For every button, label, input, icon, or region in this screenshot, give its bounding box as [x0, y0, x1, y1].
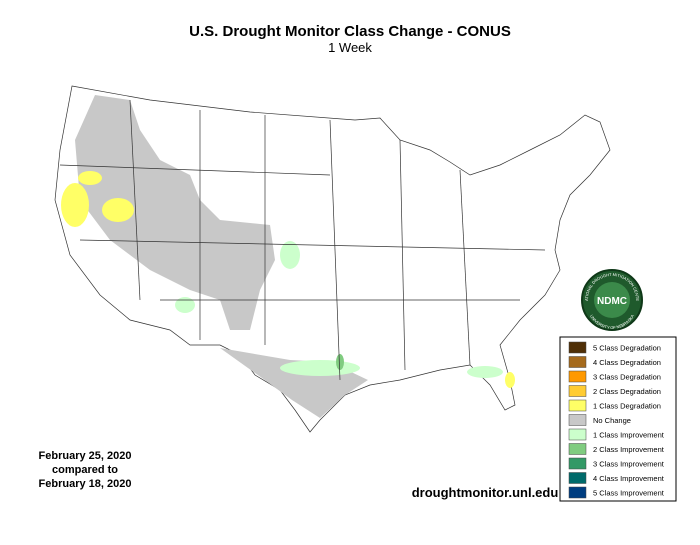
date-note: February 25, 2020 compared to February 18,… — [39, 450, 132, 490]
legend-swatch — [568, 370, 587, 383]
map — [54, 85, 611, 433]
legend-label: 3 Class Improvement — [593, 460, 665, 469]
legend-swatch — [568, 457, 587, 470]
legend-label: 1 Class Degradation — [593, 402, 661, 411]
title: U.S. Drought Monitor Class Change - CONU… — [189, 23, 511, 40]
degradation-area — [78, 171, 102, 185]
legend-swatch — [568, 428, 587, 441]
no-change-area — [75, 95, 275, 330]
legend: 5 Class Degradation 4 Class Degradation 3 … — [568, 341, 665, 499]
legend-label: No Change — [593, 416, 631, 425]
logo-inner — [594, 282, 630, 318]
legend-label: 4 Class Degradation — [593, 358, 661, 367]
legend-label: 4 Class Improvement — [593, 474, 665, 483]
degradation-area — [505, 372, 515, 388]
legend-label: 3 Class Degradation — [593, 373, 661, 382]
improvement-area — [336, 354, 344, 370]
logo-text: NDMC — [597, 296, 627, 307]
legend-swatch — [568, 443, 587, 455]
date-line: compared to — [52, 464, 118, 476]
legend-label: 5 Class Improvement — [593, 489, 665, 498]
degradation-area — [102, 198, 134, 222]
legend-swatch — [568, 399, 587, 412]
subtitle: 1 Week — [328, 40, 372, 55]
source: droughtmonitor.unl.edu — [412, 485, 559, 500]
improvement-area — [467, 366, 503, 378]
legend-label: 2 Class Improvement — [593, 445, 665, 454]
date-line: February 18, 2020 — [39, 478, 132, 490]
state-lines — [59, 99, 546, 381]
legend-swatch — [568, 385, 587, 397]
improvement-area — [280, 360, 360, 376]
legend-swatch — [568, 486, 587, 499]
legend-swatch — [568, 414, 587, 426]
improvement-area — [280, 241, 300, 269]
legend-label: 5 Class Degradation — [593, 344, 661, 353]
legend-swatch — [568, 341, 587, 354]
legend-swatch — [568, 472, 587, 484]
legend-label: 1 Class Improvement — [593, 431, 665, 440]
legend-swatch — [568, 356, 587, 368]
legend-label: 2 Class Degradation — [593, 387, 661, 396]
degradation-area — [61, 183, 89, 227]
date-line: February 25, 2020 — [39, 450, 132, 462]
improvement-area — [175, 297, 195, 313]
